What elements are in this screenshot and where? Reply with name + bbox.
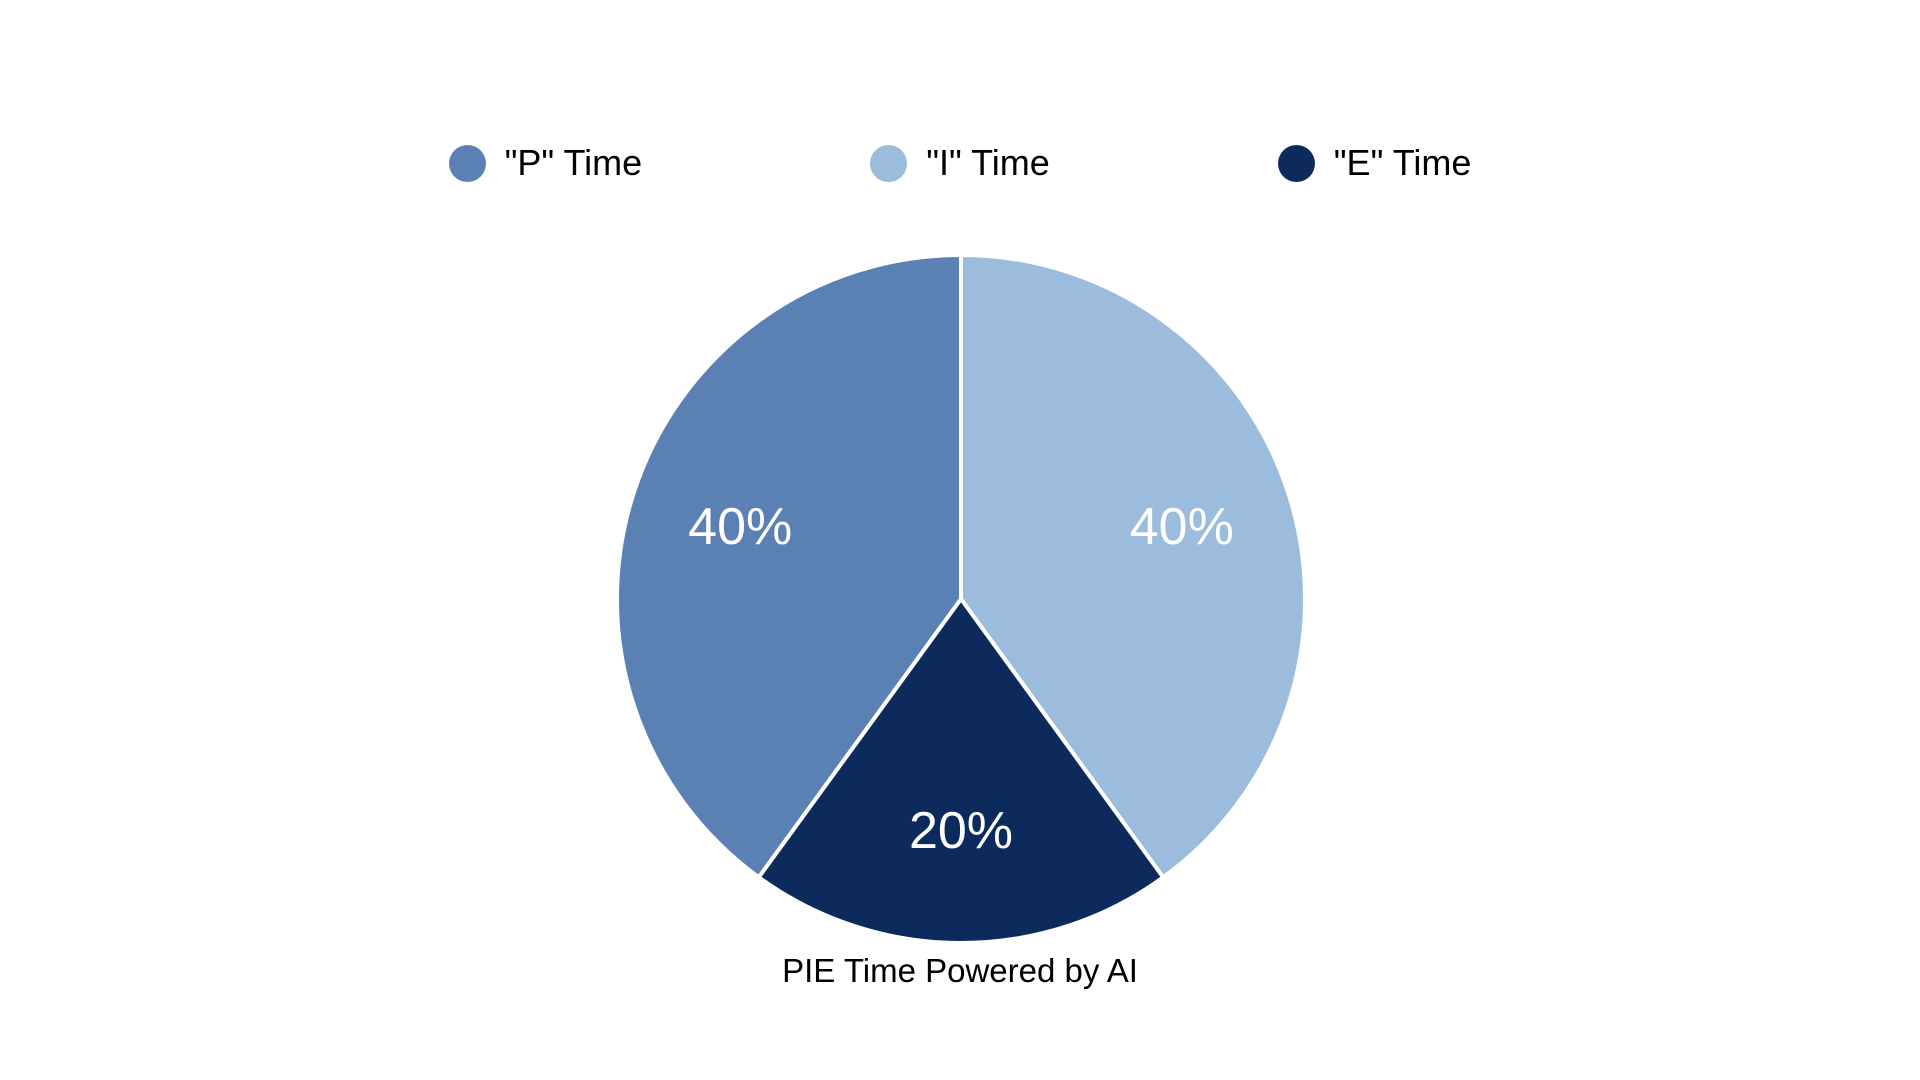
legend-item-2[interactable]: "I" Time [870, 141, 1050, 185]
legend-item-1[interactable]: "P" Time [448, 141, 643, 185]
pie-slice-1[interactable] [615, 253, 963, 880]
legend-label-2: "I" Time [926, 142, 1050, 183]
legend-label-1: "P" Time [504, 142, 643, 183]
pie-slice-label-2: 40% [1130, 498, 1234, 556]
pie-slice-label-1: 40% [688, 498, 792, 556]
legend-dot-icon [1277, 144, 1315, 182]
chart-caption: PIE Time Powered by AI [782, 952, 1138, 989]
legend-dot-icon [870, 144, 908, 182]
legend-dot-icon [448, 144, 486, 182]
legend-item-3[interactable]: "E" Time [1277, 141, 1472, 185]
pie-slice-3[interactable] [756, 597, 1166, 945]
pie-slice-2[interactable] [959, 253, 1307, 880]
pie-slice-label-3: 20% [909, 802, 1013, 860]
legend-label-3: "E" Time [1333, 142, 1472, 183]
pie-chart: 40% 40% 20% [615, 253, 1307, 945]
pie-chart-area: 40% 40% 20% [611, 249, 1311, 949]
legend: "P" Time "I" Time "E" Time [0, 141, 1920, 185]
